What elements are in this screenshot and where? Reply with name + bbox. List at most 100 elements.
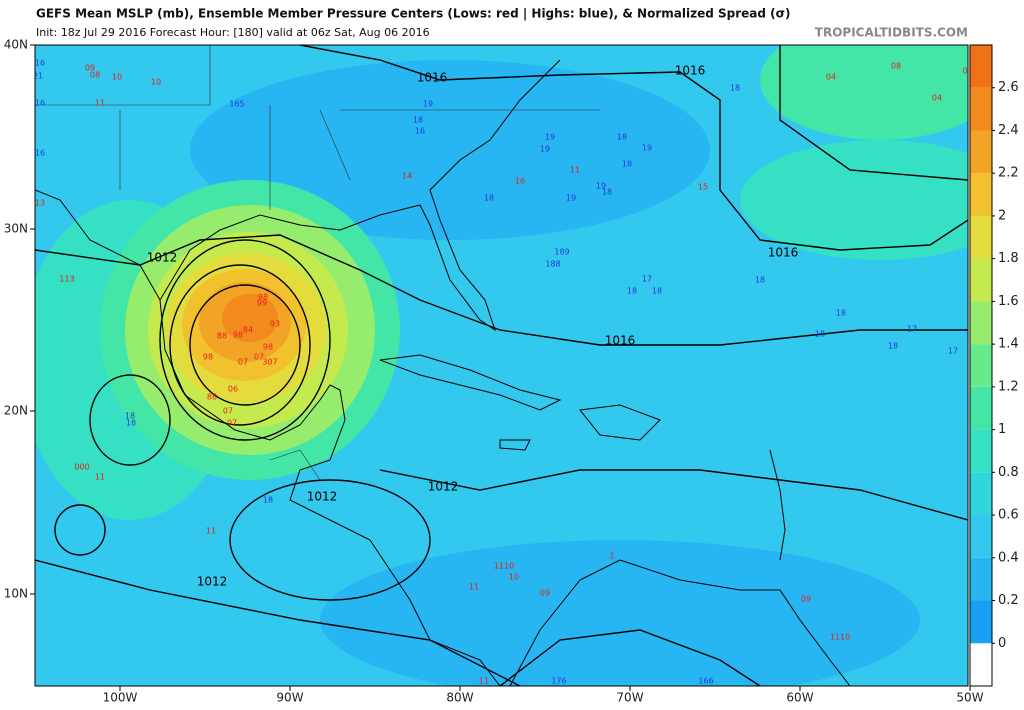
contour xyxy=(299,45,968,251)
contour-label: 1016 xyxy=(675,64,706,78)
lat-label: 20N xyxy=(4,404,28,418)
contour xyxy=(35,559,521,686)
lon-label: 90W xyxy=(276,691,303,705)
high-center: 19 xyxy=(642,144,652,153)
contour xyxy=(189,284,301,406)
high-center: 18 xyxy=(815,330,825,339)
low-center: 09 xyxy=(801,595,811,604)
low-center: 88 xyxy=(217,332,227,341)
colorbar-segment xyxy=(970,643,992,686)
high-center: 188 xyxy=(545,260,560,269)
colorbar-label: 0 xyxy=(998,636,1006,651)
coastline xyxy=(769,449,786,561)
high-center: 18 xyxy=(125,412,135,421)
high-center: 18 xyxy=(263,496,273,505)
contour xyxy=(379,469,968,521)
lon-label: 70W xyxy=(616,691,643,705)
colorbar-label: 1.6 xyxy=(998,294,1019,309)
spread-area xyxy=(760,45,968,140)
coastline xyxy=(159,59,561,332)
low-center: 1110 xyxy=(494,562,514,571)
colorbar-label: 2 xyxy=(998,208,1006,223)
colorbar-segment xyxy=(970,215,992,259)
high-center: 18 xyxy=(602,188,612,197)
high-center: 17 xyxy=(948,347,958,356)
low-center: 84 xyxy=(243,326,253,335)
low-center: 07 xyxy=(238,358,248,367)
colorbar-label: 1.4 xyxy=(998,337,1019,352)
high-center: 165 xyxy=(229,100,244,109)
contour-label: 1016 xyxy=(768,246,799,260)
high-center: 18 xyxy=(627,287,637,296)
high-center: 18 xyxy=(484,194,494,203)
low-center: 11 xyxy=(479,677,489,686)
high-center: 18 xyxy=(755,276,765,285)
contour xyxy=(779,45,968,181)
low-center: 93 xyxy=(270,320,280,329)
colorbar-label: 0.8 xyxy=(998,465,1019,480)
low-center: 88 xyxy=(207,393,217,402)
high-center: 17 xyxy=(907,325,917,334)
lat-label: 40N xyxy=(4,38,28,52)
low-center: 98 xyxy=(263,343,273,352)
high-center: 19 xyxy=(423,100,433,109)
high-center: 18 xyxy=(622,160,632,169)
low-center: 15 xyxy=(698,183,708,192)
low-center: 14 xyxy=(402,172,412,181)
high-center: 176 xyxy=(551,677,566,686)
lon-label: 50W xyxy=(956,691,983,705)
low-center: 13 xyxy=(35,199,45,208)
high-center: 18 xyxy=(730,84,740,93)
colorbar-segment xyxy=(970,557,992,601)
high-center: 18 xyxy=(888,342,898,351)
low-center: 0 xyxy=(962,67,967,76)
contour xyxy=(499,629,761,686)
high-center: 189 xyxy=(554,248,569,257)
high-center: 16 xyxy=(35,59,45,68)
island xyxy=(379,354,562,411)
colorbar-segment xyxy=(970,301,992,345)
contour-label: 1012 xyxy=(197,575,228,589)
colorbar-label: 0.4 xyxy=(998,550,1019,565)
low-center: 10 xyxy=(112,73,122,82)
low-center: 1 xyxy=(609,552,614,561)
border xyxy=(35,45,600,481)
colorbar: 0 0.2 0.4 0.6 0.8 1 1.2 1.4 1.6 1.8 2 2.2 2.4 2.6 xyxy=(969,44,1019,687)
coastline xyxy=(35,189,501,686)
contour xyxy=(229,479,431,601)
colorbar-frame xyxy=(969,44,993,687)
island xyxy=(579,404,661,441)
low-center: 307 xyxy=(262,358,277,367)
colorbar-segment xyxy=(970,130,992,174)
low-center: 113 xyxy=(59,275,74,284)
low-center: 04 xyxy=(826,73,836,82)
low-center: 09 xyxy=(85,64,95,73)
low-center: 07 xyxy=(223,407,233,416)
colorbar-segment xyxy=(970,600,992,644)
low-center: 11 xyxy=(95,99,105,108)
spread-area xyxy=(190,60,710,240)
colorbar-segment xyxy=(970,45,992,88)
colorbar-segment xyxy=(970,258,992,302)
contour-label: 1012 xyxy=(307,490,338,504)
colorbar-segment xyxy=(970,344,992,387)
colorbar-segment xyxy=(970,515,992,558)
colorbar-label: 0.2 xyxy=(998,593,1019,608)
colorbar-label: 1.8 xyxy=(998,251,1019,266)
lon-label: 60W xyxy=(786,691,813,705)
high-center: 18 xyxy=(836,309,846,318)
map-frame xyxy=(34,44,969,687)
spread-area xyxy=(320,540,920,686)
high-center: 19 xyxy=(566,194,576,203)
colorbar-segment xyxy=(970,429,992,473)
subtitle: Init: 18z Jul 29 2016 Forecast Hour: [18… xyxy=(36,26,430,39)
colorbar-segment xyxy=(970,173,992,216)
low-center: 08 xyxy=(90,71,100,80)
low-center: 07 xyxy=(254,353,264,362)
colorbar-label: 1 xyxy=(998,422,1006,437)
lat-label: 10N xyxy=(4,587,28,601)
high-center: 18 xyxy=(617,133,627,142)
lon-label: 100W xyxy=(103,691,138,705)
